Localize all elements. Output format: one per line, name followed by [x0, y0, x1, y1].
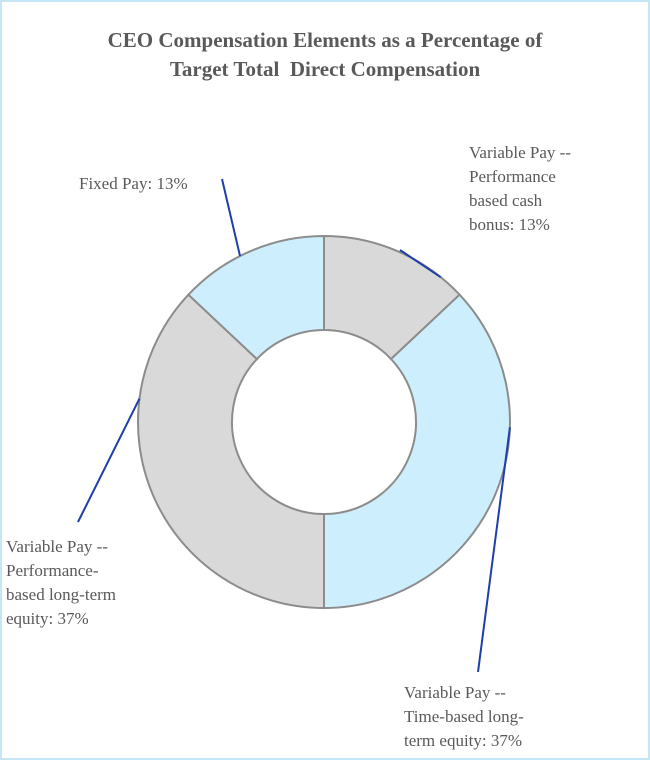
- chart-title-line-1: CEO Compensation Elements as a Percentag…: [107, 28, 543, 52]
- data-label-line: term equity: 37%: [404, 731, 523, 750]
- leader-line-performance-based-equity: [77, 398, 141, 523]
- data-label-time-based-equity: Variable Pay -- Time-based long-term equi…: [404, 681, 524, 753]
- leader-line-performance-cash-bonus: [399, 249, 442, 279]
- chart-title-line-2: Target Total Direct Compensation: [169, 57, 481, 81]
- data-label-line: Variable Pay --: [404, 683, 506, 702]
- data-label-line: Variable Pay --: [469, 143, 571, 162]
- slice-fixed-pay: [186, 234, 325, 361]
- data-label-line: Time-based long-: [404, 707, 524, 726]
- data-label-fixed-pay: Fixed Pay: 13%: [79, 172, 188, 196]
- data-label-line: equity: 37%: [6, 609, 89, 628]
- slice-time-based-equity: [323, 293, 511, 610]
- data-label-line: Performance: [469, 167, 556, 186]
- data-label-performance-based-equity: Variable Pay -- Performance-based long-te…: [6, 535, 116, 631]
- data-label-line: Performance-: [6, 561, 99, 580]
- leader-line-fixed-pay: [221, 178, 242, 257]
- data-label-line: Fixed Pay: 13%: [79, 174, 188, 193]
- leader-line-time-based-equity: [477, 427, 511, 673]
- data-label-line: based cash: [469, 191, 543, 210]
- data-label-line: bonus: 13%: [469, 215, 550, 234]
- chart-title: CEO Compensation Elements as a Percentag…: [0, 26, 650, 84]
- slice-performance-based-equity: [137, 293, 325, 610]
- data-label-performance-cash-bonus: Variable Pay -- Performance based cash bonu…: [469, 141, 571, 237]
- data-label-line: based long-term: [6, 585, 116, 604]
- data-label-line: Variable Pay --: [6, 537, 108, 556]
